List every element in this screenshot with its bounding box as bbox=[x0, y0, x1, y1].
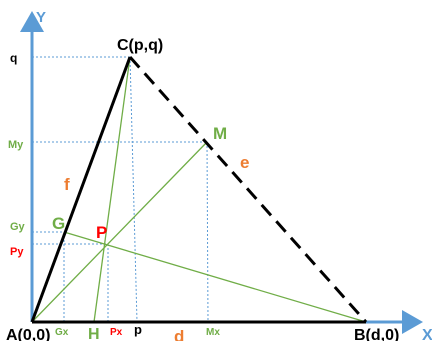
guide-lines bbox=[32, 56, 209, 323]
tick-q: q bbox=[10, 51, 17, 65]
point-m-label: M bbox=[213, 124, 227, 143]
side-e-label: e bbox=[240, 153, 249, 172]
point-p-label: P bbox=[96, 223, 107, 242]
side-f-label: f bbox=[64, 175, 70, 194]
vertex-c-label: C(p,q) bbox=[117, 37, 163, 54]
medians bbox=[31, 56, 367, 323]
guide-p bbox=[129, 56, 138, 323]
side-d-label: d bbox=[174, 327, 184, 341]
tick-py: Py bbox=[10, 246, 24, 258]
point-g-label: G bbox=[52, 214, 65, 233]
tick-p: p bbox=[134, 322, 142, 337]
side-e bbox=[128, 56, 368, 323]
point-h-label: H bbox=[88, 326, 100, 341]
x-axis-label: X bbox=[422, 327, 432, 341]
median-from-b bbox=[63, 231, 367, 323]
tick-mx: Mx bbox=[206, 327, 220, 338]
vertex-a-label: A(0,0) bbox=[6, 327, 50, 341]
tick-my: My bbox=[8, 139, 24, 151]
guide-mx bbox=[206, 141, 209, 323]
tick-gx: Gx bbox=[55, 327, 69, 338]
median-from-a bbox=[31, 141, 208, 323]
vertex-b-label: B(d,0) bbox=[354, 327, 399, 341]
median-from-c bbox=[93, 56, 131, 323]
side-f bbox=[30, 56, 132, 323]
tick-gy: Gy bbox=[10, 221, 26, 233]
y-axis-label: Y bbox=[36, 9, 46, 26]
tick-px: Px bbox=[110, 327, 123, 338]
